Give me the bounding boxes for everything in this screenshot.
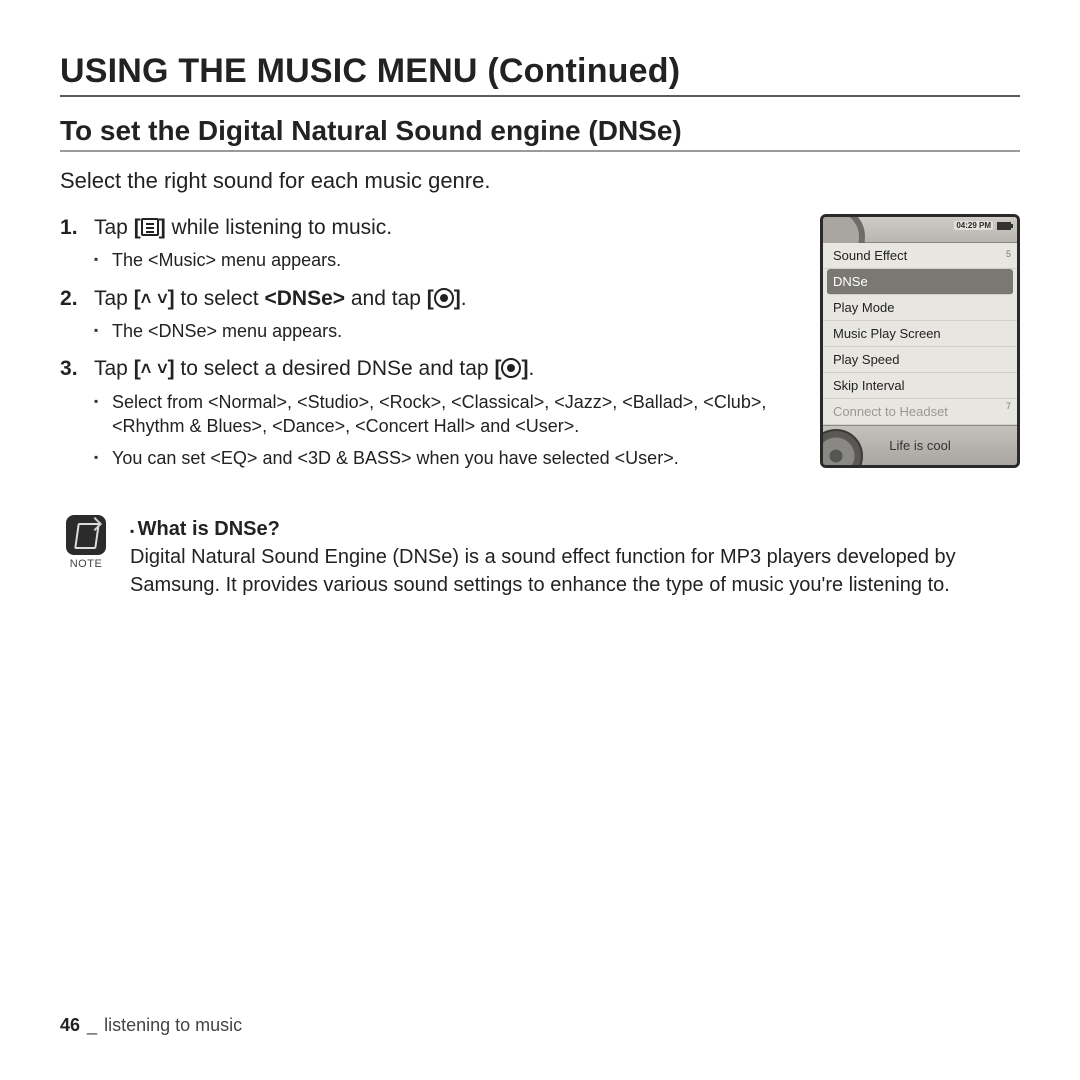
step-sub: You can set <EQ> and <3D & BASS> when yo…	[94, 446, 802, 470]
device-nowplaying: Life is cool	[823, 425, 1017, 465]
footer-section: listening to music	[104, 1015, 242, 1035]
note-question: What is DNSe?	[130, 515, 1020, 543]
device-time: 04:29 PM	[954, 221, 993, 230]
disc-icon	[820, 429, 863, 468]
device-menu: 5 Sound Effect DNSe Play Mode Music Play…	[823, 243, 1017, 425]
menu-row: Music Play Screen	[823, 321, 1017, 347]
step-tail: .	[461, 287, 467, 310]
step-bold: <DNSe>	[264, 287, 345, 310]
page-title: USING THE MUSIC MENU (Continued)	[60, 52, 1020, 97]
chevron-down-icon: ˅	[157, 289, 168, 309]
menu-row: Sound Effect	[823, 243, 1017, 269]
battery-icon	[997, 222, 1011, 230]
step-text: Tap	[94, 216, 134, 239]
page-footer: 46 _ listening to music	[60, 1015, 242, 1036]
menu-row: Play Speed	[823, 347, 1017, 373]
device-topbar: 04:29 PM	[823, 217, 1017, 243]
device-screenshot: 04:29 PM 5 Sound Effect DNSe Play Mode M…	[820, 214, 1020, 468]
section-intro: Select the right sound for each music ge…	[60, 168, 1020, 194]
step-text: to select a desired DNSe and tap	[180, 357, 494, 380]
chevron-up-icon: ˄	[141, 289, 152, 309]
menu-row-dim: Connect to Headset	[823, 399, 1017, 425]
row-index: 5	[1006, 249, 1011, 259]
target-icon	[434, 288, 454, 308]
steps-column: Tap [] while listening to music. The <Mu…	[60, 214, 802, 483]
step-text: to select	[180, 287, 264, 310]
step-text: Tap	[94, 287, 134, 310]
step-3: Tap [˄ ˅] to select a desired DNSe and t…	[60, 355, 802, 470]
step-sub: The <Music> menu appears.	[94, 248, 802, 272]
nowplaying-text: Life is cool	[889, 438, 950, 453]
note-icon	[66, 515, 106, 555]
menu-icon	[141, 218, 159, 236]
menu-row: Play Mode	[823, 295, 1017, 321]
step-text: Tap	[94, 357, 134, 380]
step-1: Tap [] while listening to music. The <Mu…	[60, 214, 802, 273]
chevron-up-icon: ˄	[141, 359, 152, 379]
menu-row-selected: DNSe	[827, 269, 1013, 295]
row-index: 7	[1006, 401, 1011, 411]
target-icon	[501, 358, 521, 378]
step-sub: Select from <Normal>, <Studio>, <Rock>, …	[94, 390, 802, 439]
note-body-text: Digital Natural Sound Engine (DNSe) is a…	[130, 543, 1020, 599]
chevron-down-icon: ˅	[157, 359, 168, 379]
step-tail: .	[528, 357, 534, 380]
step-2: Tap [˄ ˅] to select <DNSe> and tap []. T…	[60, 285, 802, 344]
section-title: To set the Digital Natural Sound engine …	[60, 115, 1020, 152]
note-label: NOTE	[60, 557, 112, 572]
step-sub: The <DNSe> menu appears.	[94, 319, 802, 343]
step-text: while listening to music.	[172, 216, 393, 239]
step-text: and tap	[351, 287, 427, 310]
menu-row: Skip Interval	[823, 373, 1017, 399]
note-block: NOTE What is DNSe? Digital Natural Sound…	[60, 515, 1020, 599]
page-number: 46	[60, 1015, 80, 1035]
